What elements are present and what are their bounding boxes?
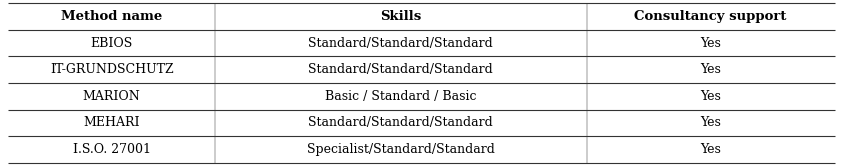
Text: Standard/Standard/Standard: Standard/Standard/Standard [309,116,493,129]
Text: Yes: Yes [701,90,721,103]
Text: MARION: MARION [83,90,141,103]
Text: Specialist/Standard/Standard: Specialist/Standard/Standard [307,143,495,156]
Text: Standard/Standard/Standard: Standard/Standard/Standard [309,37,493,50]
Text: Standard/Standard/Standard: Standard/Standard/Standard [309,63,493,76]
Text: Yes: Yes [701,143,721,156]
Text: Skills: Skills [380,10,422,23]
Text: Basic / Standard / Basic: Basic / Standard / Basic [325,90,476,103]
Text: EBIOS: EBIOS [90,37,133,50]
Text: MEHARI: MEHARI [83,116,140,129]
Text: Method name: Method name [61,10,163,23]
Text: Yes: Yes [701,63,721,76]
Text: Consultancy support: Consultancy support [635,10,787,23]
Text: IT-GRUNDSCHUTZ: IT-GRUNDSCHUTZ [50,63,174,76]
Text: Yes: Yes [701,37,721,50]
Text: I.S.O. 27001: I.S.O. 27001 [72,143,151,156]
Text: Yes: Yes [701,116,721,129]
